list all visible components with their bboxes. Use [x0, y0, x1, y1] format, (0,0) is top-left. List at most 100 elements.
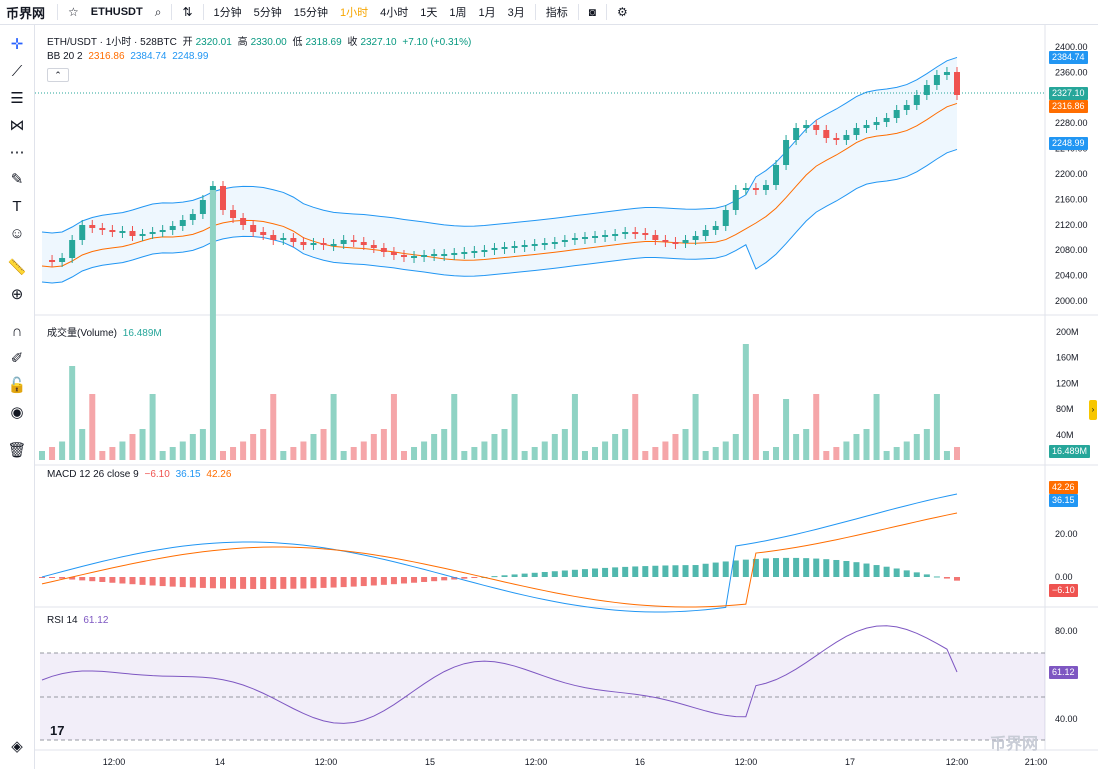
- interval-5m[interactable]: 5分钟: [253, 7, 282, 19]
- macd-hist-bar: [471, 577, 478, 578]
- divider: [57, 4, 59, 20]
- time-tick-label: 12:00: [525, 757, 548, 767]
- high-label: 高: [237, 37, 248, 48]
- candle-body: [199, 200, 206, 214]
- price-tick-label: 2040.00: [1055, 271, 1088, 281]
- ruler-icon[interactable]: 📏: [7, 259, 27, 276]
- indicators-button[interactable]: 指标: [545, 7, 568, 19]
- volume-legend: 成交量(Volume) 16.489M: [47, 324, 165, 339]
- bb-upper-value: 2384.74: [130, 51, 167, 62]
- emoji-icon[interactable]: ☺: [9, 224, 25, 242]
- settings-gear-icon[interactable]: ⚙: [617, 5, 628, 19]
- close-value: 2327.10: [360, 37, 397, 48]
- main-legend: ETH/USDT · 1小时 · 528BTC 开 2320.01 高 2330.0…: [47, 33, 474, 48]
- macd-hist-bar: [411, 577, 418, 583]
- macd-tick-label: 0.00: [1055, 572, 1073, 582]
- volume-bar: [893, 447, 900, 460]
- macd-hist-bar: [280, 577, 287, 589]
- macd-hist-bar: [551, 571, 558, 577]
- interval-3mo[interactable]: 3月: [507, 7, 525, 19]
- macd-hist-bar: [169, 577, 176, 587]
- volume-bar: [119, 441, 126, 460]
- candle-body: [571, 238, 578, 240]
- candle-body: [923, 85, 930, 95]
- candle-body: [421, 255, 428, 257]
- interval-1h[interactable]: 1小时: [340, 7, 369, 19]
- macd-hist-tag: −6.10: [1049, 584, 1078, 597]
- volume-bar: [491, 434, 498, 460]
- top-toolbar: 币界网 ☆ ETHUSDT ⌕ ⇅ 1分钟 5分钟 15分钟 1小时 4小时 1…: [0, 0, 1098, 25]
- candle-body: [702, 230, 709, 236]
- trendline-icon[interactable]: ⟋: [11, 62, 23, 80]
- macd-hist-bar: [903, 570, 910, 577]
- lock-icon[interactable]: 🔓: [7, 377, 27, 394]
- candle-body: [49, 260, 56, 262]
- macd-hist-bar: [370, 577, 377, 586]
- volume-bar: [602, 441, 609, 460]
- candle-body: [219, 186, 226, 210]
- volume-bar: [622, 429, 629, 460]
- compare-icon[interactable]: ⇅: [182, 5, 193, 19]
- fib-icon[interactable]: ☰: [10, 90, 24, 107]
- macd-hist-bar: [99, 577, 106, 582]
- trash-icon[interactable]: 🗑: [7, 442, 27, 459]
- volume-bar: [954, 447, 960, 460]
- candle-body: [692, 236, 699, 240]
- camera-icon[interactable]: ◙: [588, 5, 597, 19]
- search-icon[interactable]: ⌕: [154, 4, 162, 19]
- volume-bar: [99, 451, 106, 460]
- macd-hist-bar: [592, 568, 599, 577]
- macd-hist-bar: [521, 573, 528, 577]
- candle-body: [390, 252, 397, 255]
- zoom-icon[interactable]: ⊕: [10, 286, 24, 303]
- volume-bar: [913, 434, 920, 460]
- macd-hist-bar: [340, 577, 347, 588]
- pattern-icon[interactable]: ⋈: [9, 117, 25, 134]
- interval-4h[interactable]: 4小时: [380, 7, 409, 19]
- interval-1m[interactable]: 1分钟: [213, 7, 242, 19]
- volume-bar: [783, 399, 790, 460]
- volume-bar: [39, 451, 45, 460]
- volume-tag: 16.489M: [1049, 445, 1091, 458]
- macd-hist-bar: [109, 577, 116, 583]
- candle-body: [270, 235, 277, 240]
- volume-bar: [109, 447, 116, 460]
- crosshair-icon[interactable]: ✛: [10, 36, 24, 53]
- magnet-icon[interactable]: ∩: [11, 322, 23, 340]
- open-value: 2320.01: [195, 37, 232, 48]
- macd-signal-tag: 42.26: [1049, 481, 1078, 494]
- interval-1d[interactable]: 1天: [420, 7, 438, 19]
- candle-body: [471, 251, 478, 253]
- interval-1w[interactable]: 1周: [449, 7, 467, 19]
- favorite-star-icon[interactable]: ☆: [68, 5, 79, 19]
- volume-bar: [803, 429, 810, 460]
- interval-15m[interactable]: 15分钟: [293, 7, 329, 19]
- gann-icon[interactable]: ⋯: [9, 144, 25, 161]
- macd-hist-bar: [863, 563, 870, 577]
- volume-tick-label: 120M: [1056, 378, 1079, 388]
- candle-body: [250, 225, 257, 232]
- macd-hist-bar: [39, 577, 45, 578]
- interval-1mo[interactable]: 1月: [478, 7, 496, 19]
- candle-body: [561, 240, 568, 242]
- chart-canvas[interactable]: 2400.002360.002320.002280.002240.002200.…: [35, 25, 1098, 769]
- volume-bar: [390, 394, 397, 460]
- text-icon[interactable]: T: [12, 197, 22, 215]
- candle-body: [59, 258, 66, 262]
- volume-bar: [632, 394, 639, 460]
- layers-icon[interactable]: ◈: [11, 738, 23, 755]
- eye-icon[interactable]: ◉: [10, 404, 24, 421]
- macd-hist-bar: [632, 566, 639, 577]
- candle-body: [752, 188, 759, 190]
- symbol-search[interactable]: ETHUSDT: [90, 6, 143, 18]
- scroll-right-handle[interactable]: ›: [1089, 400, 1097, 420]
- macd-hist-bar: [451, 577, 458, 580]
- collapse-legend-button[interactable]: ⌃: [47, 68, 69, 82]
- candle-body: [290, 238, 297, 242]
- price-tick-label: 2200.00: [1055, 169, 1088, 179]
- volume-bar: [169, 447, 176, 460]
- brush-icon[interactable]: ✎: [10, 171, 24, 188]
- candle-body: [672, 242, 679, 244]
- candle-body: [330, 244, 337, 246]
- lock-draw-icon[interactable]: ✐: [10, 350, 24, 367]
